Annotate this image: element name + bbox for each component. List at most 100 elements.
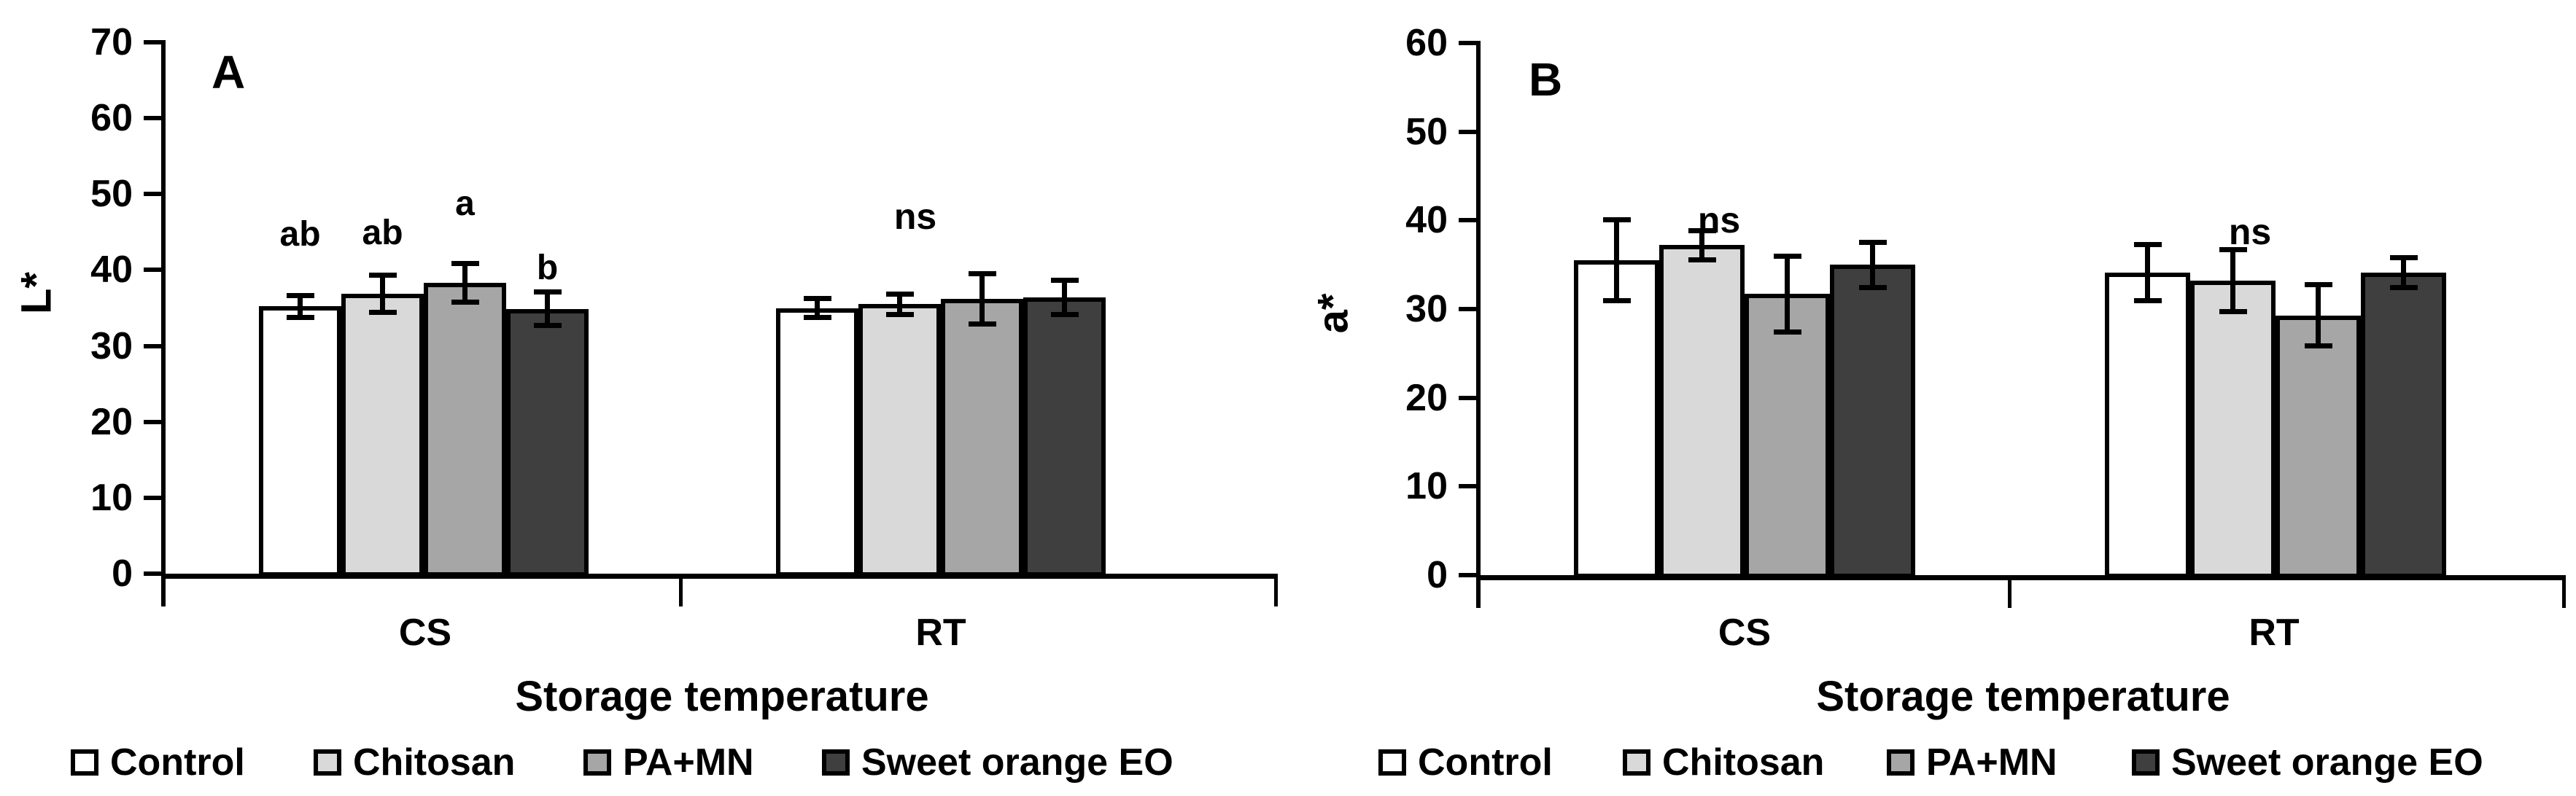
- error-bar-cap-top: [2219, 247, 2247, 253]
- error-bar: [1870, 241, 1875, 288]
- error-bar-cap-top: [885, 291, 914, 297]
- y-tick-label: 30: [90, 324, 133, 367]
- y-tick-label: 0: [1427, 554, 1448, 596]
- error-bar-cap-bottom: [2133, 298, 2162, 304]
- error-bar-cap-bottom: [451, 300, 479, 305]
- x-axis: [161, 574, 1278, 579]
- legend-label: PA+MN: [623, 741, 754, 784]
- legend-item-control: Control: [71, 741, 245, 784]
- error-bar-cap-top: [368, 272, 397, 278]
- y-tick: [1459, 395, 1481, 400]
- error-bar-cap-bottom: [1688, 257, 1716, 263]
- legend-marker: [314, 749, 341, 776]
- y-tick: [1459, 573, 1481, 577]
- category-label-CS: CS: [398, 612, 452, 654]
- legend-item-pa-mn: PA+MN: [1887, 741, 2057, 784]
- error-bar: [1785, 256, 1790, 332]
- legend-label: Sweet orange EO: [2171, 741, 2483, 784]
- plot-area-B: 0 10 20 30 40 50 60 ns CS ns RT: [1288, 0, 2576, 796]
- bar-RT-pa-mn: [941, 299, 1023, 577]
- legend-label: Control: [110, 741, 245, 784]
- legend-item-pa-mn: PA+MN: [583, 741, 754, 784]
- panel-letter-A: A: [212, 46, 246, 98]
- legend-marker: [1378, 749, 1406, 776]
- error-bar-cap-bottom: [803, 315, 831, 321]
- x-axis-title-A: Storage temperature: [515, 673, 929, 720]
- legend-marker: [1623, 749, 1650, 776]
- error-bar-cap-bottom: [368, 309, 397, 315]
- y-tick: [144, 116, 166, 121]
- legend-item-sweet-orange-eo: Sweet orange EO: [822, 741, 1173, 784]
- error-bar: [2230, 249, 2235, 312]
- error-bar-cap-bottom: [286, 315, 314, 321]
- y-tick: [144, 495, 166, 500]
- bar-RT-chitosan: [2190, 281, 2276, 578]
- y-tick: [144, 40, 166, 44]
- legend-label: PA+MN: [1926, 741, 2057, 784]
- error-bar: [462, 263, 468, 303]
- bar-CS-control: [259, 306, 341, 577]
- y-tick: [1459, 41, 1481, 45]
- category-label-CS: CS: [1718, 612, 1772, 654]
- x-tick: [2008, 575, 2011, 608]
- error-bar-cap-bottom: [1773, 329, 1801, 335]
- legend-marker: [583, 749, 611, 776]
- error-bar-cap-top: [1050, 277, 1079, 283]
- x-tick: [1477, 575, 1481, 608]
- group-sig-label: ns: [893, 195, 937, 237]
- legend-marker: [2132, 749, 2160, 776]
- y-tick-label: 10: [90, 476, 133, 519]
- legend-marker: [822, 749, 850, 776]
- legend-label: Sweet orange EO: [861, 741, 1173, 784]
- error-bar-cap-top: [1858, 239, 1887, 245]
- error-bar: [2145, 244, 2150, 302]
- bar-RT-control: [2105, 273, 2190, 578]
- error-bar-cap-top: [803, 295, 831, 301]
- error-bar-cap-top: [286, 292, 314, 298]
- y-tick-label: 60: [90, 97, 133, 140]
- y-tick: [1459, 129, 1481, 134]
- bar-CS-pa-mn: [424, 283, 506, 577]
- error-bar-cap-top: [2389, 255, 2418, 261]
- legend-item-chitosan: Chitosan: [314, 744, 515, 781]
- error-bar-cap-bottom: [2389, 284, 2418, 290]
- error-bar-cap-bottom: [968, 321, 996, 327]
- y-tick: [144, 343, 166, 348]
- y-tick-label: 40: [1405, 199, 1448, 242]
- y-tick-label: 20: [1405, 376, 1448, 419]
- bar-CS-pa-mn: [1745, 294, 1830, 578]
- error-bar-cap-top: [1773, 254, 1801, 259]
- plot-area-A: 0 10 20 30 40 50 60 70 ab ab a b CS ns RT: [90, 21, 1278, 654]
- legend-marker: [71, 749, 98, 776]
- y-tick-label: 10: [1405, 465, 1448, 508]
- error-bar: [897, 293, 902, 315]
- legend-item-sweet-orange-eo: Sweet orange EO: [2132, 741, 2483, 784]
- bar-RT-chitosan: [858, 304, 941, 577]
- y-axis: [161, 40, 166, 606]
- error-bar-cap-bottom: [1858, 284, 1887, 290]
- group-sig-label: ns: [1697, 200, 1741, 241]
- error-bar: [1062, 279, 1067, 315]
- y-tick: [144, 192, 166, 197]
- sig-label: ab: [279, 214, 321, 254]
- sig-label: a: [455, 184, 475, 223]
- sig-label: ab: [362, 213, 403, 252]
- bar-CS-chitosan: [1659, 245, 1745, 578]
- error-bar-cap-top: [451, 261, 479, 267]
- error-bar-cap-bottom: [1602, 298, 1631, 304]
- bar-CS-control: [1574, 260, 1659, 578]
- error-bar: [1699, 230, 1704, 261]
- y-tick: [144, 571, 166, 576]
- x-tick: [679, 574, 683, 606]
- error-bar: [2316, 284, 2321, 347]
- sig-label: b: [536, 249, 559, 288]
- panel-B: B a* 0 10 20 30 40 50 60 ns CS ns RT Storage tempe…: [1288, 0, 2576, 796]
- error-bar: [298, 294, 303, 319]
- x-axis-title-B: Storage temperature: [1816, 673, 2230, 720]
- bar-CS-sweet-orange-eo: [1830, 265, 1915, 578]
- y-tick-label: 20: [90, 400, 133, 443]
- y-tick-label: 70: [90, 21, 133, 63]
- legend-label: Chitosan: [1662, 741, 1825, 784]
- error-bar-cap-top: [2133, 242, 2162, 248]
